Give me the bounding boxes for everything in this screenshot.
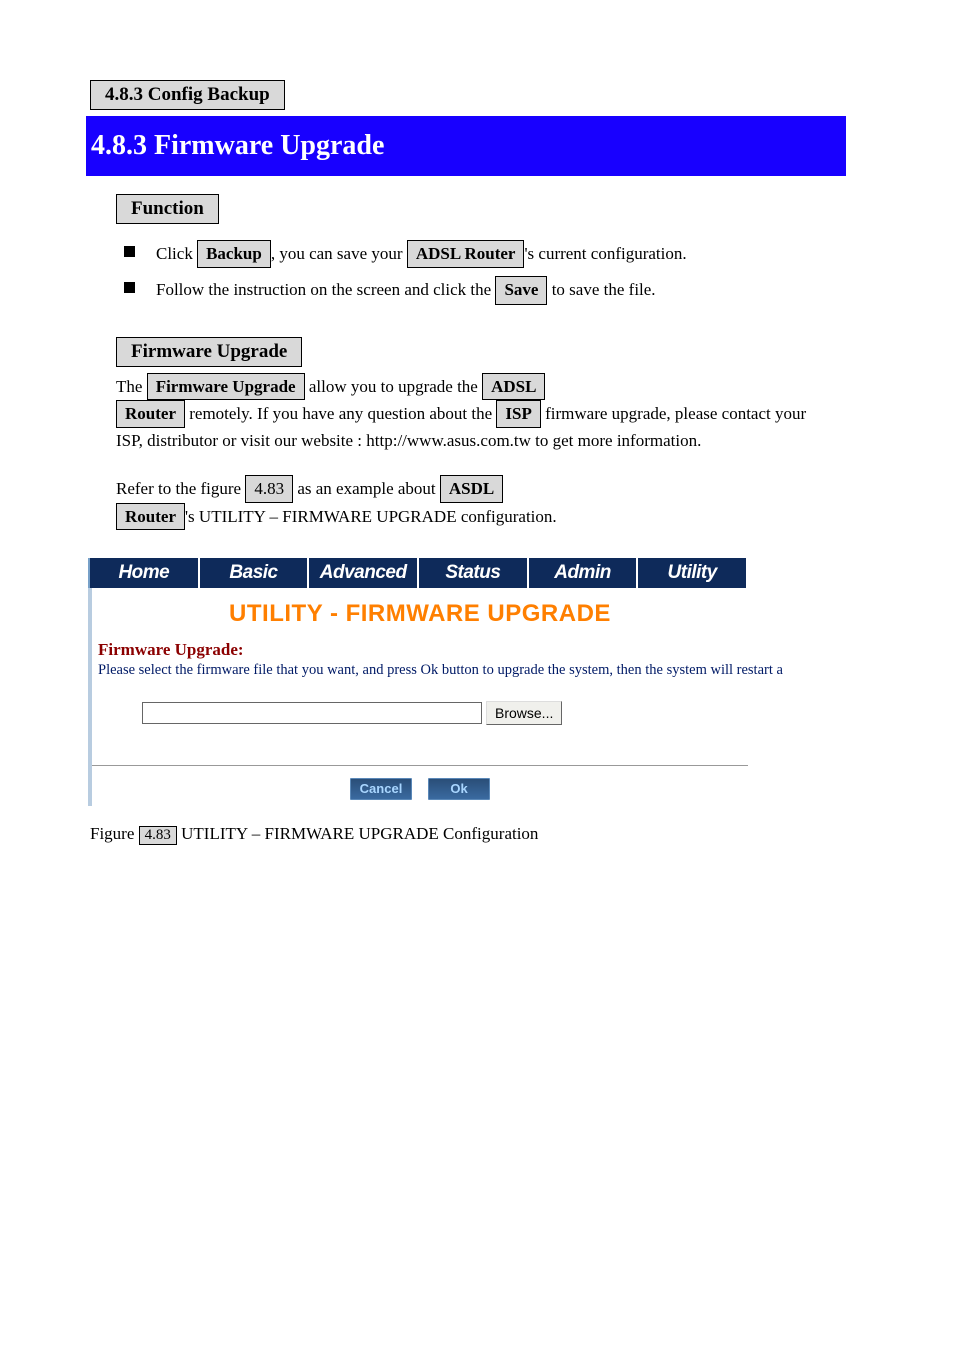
function-label-box: Function (116, 194, 219, 224)
text: 's UTILITY – FIRMWARE UPGRADE configurat… (185, 507, 557, 526)
action-buttons: Cancel Ok (92, 774, 748, 806)
figure-caption: Figure 4.83 UTILITY – FIRMWARE UPGRADE C… (90, 824, 864, 845)
function-bullets: Click Backup, you can save your ADSL Rou… (116, 240, 836, 305)
isp-box: ISP (496, 400, 540, 428)
text: Figure (90, 824, 139, 843)
fw-paragraph: The Firmware Upgrade allow you to upgrad… (116, 373, 836, 454)
text: Click (156, 244, 197, 263)
text: Refer to the figure (116, 479, 245, 498)
router-box-2: Router (116, 503, 185, 531)
file-row: Browse... (92, 679, 748, 747)
section-number-box: 4.8.3 Config Backup (90, 80, 285, 110)
text: allow you to upgrade the (305, 377, 483, 396)
shot-help-text: Please select the firmware file that you… (92, 660, 748, 679)
asdl-box: ASDL (440, 475, 503, 503)
tab-basic[interactable]: Basic (200, 558, 310, 588)
trail-paragraph: Refer to the figure 4.83 as an example a… (116, 475, 836, 530)
tab-status[interactable]: Status (419, 558, 529, 588)
fw-upgrade-box: Firmware Upgrade (147, 373, 305, 401)
text: remotely. If you have any question about… (185, 404, 496, 423)
backup-box: Backup (197, 240, 271, 268)
shot-label: Firmware Upgrade: (92, 640, 748, 660)
router-box: Router (116, 400, 185, 428)
adsl-router-box: ADSL Router (407, 240, 525, 268)
text: , you can save your (271, 244, 407, 263)
save-box: Save (495, 276, 547, 304)
text: Follow the instruction on the screen and… (156, 280, 495, 299)
nav-tabs: Home Basic Advanced Status Admin Utility (88, 558, 748, 588)
text: The (116, 377, 147, 396)
firmware-file-input[interactable] (142, 702, 482, 724)
text: 's current configuration. (524, 244, 686, 263)
figure-number-box: 4.83 (139, 826, 177, 845)
blue-title-bar: 4.8.3 Firmware Upgrade (86, 116, 846, 176)
text: UTILITY – FIRMWARE UPGRADE Configuration (177, 824, 539, 843)
tab-home[interactable]: Home (90, 558, 200, 588)
text: as an example about (293, 479, 440, 498)
divider (92, 765, 748, 766)
ok-button[interactable]: Ok (428, 778, 490, 800)
firmware-screenshot: Home Basic Advanced Status Admin Utility… (88, 558, 748, 806)
section-number: 4.8.3 (105, 84, 143, 105)
browse-button[interactable]: Browse... (486, 701, 562, 725)
shot-title: UTILITY - FIRMWARE UPGRADE (92, 592, 748, 640)
tab-advanced[interactable]: Advanced (309, 558, 419, 588)
bullet-item: Follow the instruction on the screen and… (122, 276, 836, 304)
section-title-text: Config Backup (148, 84, 270, 105)
fig-ref-box: 4.83 (245, 475, 293, 503)
adsl-box: ADSL (482, 373, 545, 401)
cancel-button[interactable]: Cancel (350, 778, 412, 800)
tab-utility[interactable]: Utility (638, 558, 748, 588)
text: to save the file. (547, 280, 655, 299)
tab-admin[interactable]: Admin (529, 558, 639, 588)
fw-upgrade-label-box: Firmware Upgrade (116, 337, 302, 367)
bullet-item: Click Backup, you can save your ADSL Rou… (122, 240, 836, 268)
